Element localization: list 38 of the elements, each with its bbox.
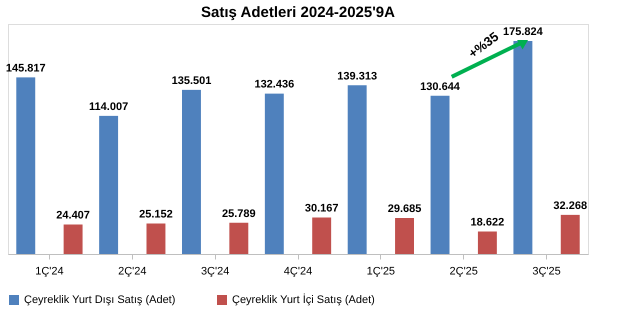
bar	[264, 94, 284, 254]
x-tick-label: 2Ç'24	[118, 266, 146, 278]
data-label: 25.789	[222, 208, 256, 220]
chart-title: Satış Adetleri 2024-2025'9A	[201, 4, 396, 21]
data-label: 135.501	[172, 74, 212, 87]
bar	[513, 41, 532, 254]
bar	[430, 96, 450, 254]
x-tick-label: 1Ç'25	[366, 266, 396, 278]
legend-label: Çeyreklik Yurt Dışı Satış (Adet)	[24, 294, 176, 306]
x-tick-label: 2Ç'25	[450, 266, 478, 278]
data-label: 132.436	[254, 78, 294, 91]
data-label: 32.268	[553, 200, 588, 212]
bar	[229, 222, 248, 254]
bar	[146, 224, 166, 254]
x-tick-label: 4Ç'24	[284, 266, 312, 278]
data-label: 25.152	[139, 208, 173, 221]
bar	[560, 214, 580, 254]
data-label: 145.817	[6, 62, 46, 74]
data-label: 30.167	[304, 202, 338, 214]
legend-label: Çeyreklik Yurt İçi Satış (Adet)	[232, 293, 375, 306]
bar	[312, 217, 332, 254]
bar	[478, 231, 497, 254]
bar	[99, 116, 118, 254]
data-label: 130.644	[420, 80, 461, 93]
data-label: 18.622	[470, 216, 504, 228]
bar	[16, 77, 36, 254]
data-label: 175.824	[503, 26, 544, 38]
data-label: 114.007	[89, 100, 128, 113]
x-tick-label: 3Ç'25	[532, 266, 561, 278]
data-label: 139.313	[337, 70, 378, 82]
x-tick-label: 1Ç'24	[35, 266, 64, 278]
x-tick-label: 3Ç'24	[200, 266, 230, 278]
bar	[182, 90, 201, 254]
data-label: 24.407	[56, 209, 90, 222]
bar	[348, 85, 367, 254]
bar	[395, 218, 414, 254]
bar	[64, 224, 83, 254]
data-label: 29.685	[388, 203, 422, 216]
